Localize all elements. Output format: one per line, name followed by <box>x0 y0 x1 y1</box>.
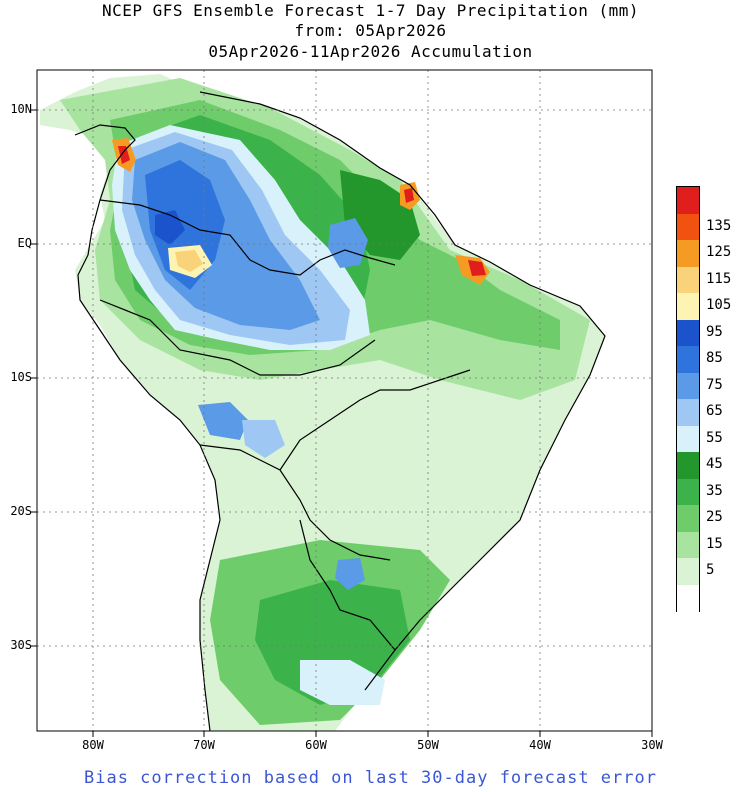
legend-swatch <box>677 478 699 506</box>
lon-label-30w: 30W <box>641 738 663 752</box>
precip-65-east <box>328 218 368 268</box>
lon-label-80w: 80W <box>82 738 104 752</box>
legend-swatch <box>677 584 699 612</box>
lat-label-10s: 10S <box>10 370 32 384</box>
legend-swatch <box>677 293 699 320</box>
precip-south-blue1 <box>335 558 365 590</box>
bias-correction-note: Bias correction based on last 30-day for… <box>84 768 657 788</box>
legend-swatch <box>677 452 699 479</box>
graticule <box>37 70 652 731</box>
color-legend <box>676 186 700 612</box>
legend-swatch <box>677 558 699 585</box>
legend-label: 65 <box>706 403 723 420</box>
legend-label: 5 <box>706 562 715 579</box>
legend-swatch <box>677 240 699 267</box>
legend-swatch <box>677 531 699 559</box>
map-title-line2: from: 05Apr2026 <box>294 21 447 40</box>
precip-hotspot-west-core <box>118 146 130 164</box>
precip-hotspot-north-core <box>404 188 414 203</box>
legend-swatch <box>677 319 699 347</box>
lon-label-50w: 50W <box>417 738 439 752</box>
lat-label-30s: 30S <box>10 638 32 652</box>
lon-label-60w: 60W <box>305 738 327 752</box>
legend-label: 15 <box>706 535 723 552</box>
legend-label: 135 <box>706 217 732 234</box>
legend-label: 75 <box>706 376 723 393</box>
lon-label-40w: 40W <box>529 738 551 752</box>
precip-115-region <box>175 250 203 272</box>
map-title-line3: 05Apr2026-11Apr2026 Accumulation <box>208 42 533 61</box>
precip-hotspot-northeast-core <box>468 260 486 276</box>
lat-label-20s: 20S <box>10 504 32 518</box>
precip-field <box>40 74 605 731</box>
map-title-line1: NCEP GFS Ensemble Forecast 1-7 Day Preci… <box>101 1 640 20</box>
legend-swatch <box>677 505 699 532</box>
legend-label: 25 <box>706 509 723 526</box>
precip-blue-mid <box>198 402 248 440</box>
precip-light-mid <box>242 420 285 458</box>
map-frame <box>36 69 653 732</box>
legend-label: 85 <box>706 350 723 367</box>
lon-label-70w: 70W <box>193 738 215 752</box>
legend-label: 105 <box>706 297 732 314</box>
legend-label: 55 <box>706 429 723 446</box>
axis-ticks <box>31 109 653 737</box>
legend-swatch <box>677 399 699 426</box>
legend-swatch <box>677 266 699 294</box>
legend-label: 115 <box>706 270 732 287</box>
legend-swatch <box>677 346 699 373</box>
country-borders <box>74 91 606 731</box>
precip-south-blue2 <box>300 660 385 705</box>
legend-swatch <box>677 425 699 453</box>
lat-label-10n: 10N <box>10 102 32 116</box>
legend-label: 95 <box>706 323 723 340</box>
lat-label-eq: EQ <box>17 236 32 250</box>
legend-label: 35 <box>706 482 723 499</box>
legend-swatch <box>677 213 699 241</box>
legend-swatch <box>677 187 699 214</box>
legend-label: 125 <box>706 244 732 261</box>
legend-swatch <box>677 372 699 400</box>
legend-label: 45 <box>706 456 723 473</box>
